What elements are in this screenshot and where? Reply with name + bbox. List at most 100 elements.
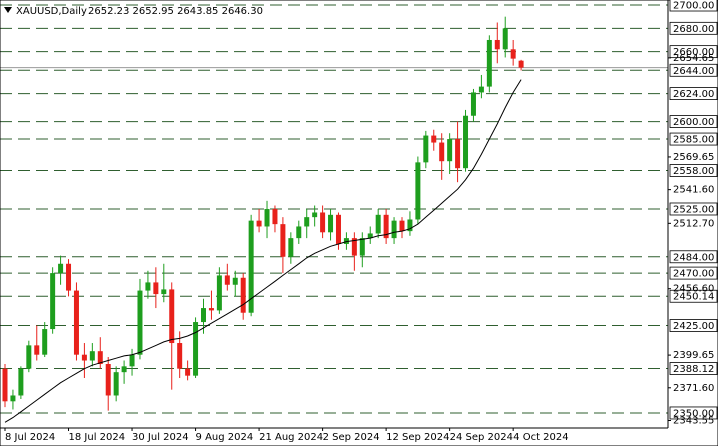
candle-body <box>510 49 516 59</box>
level-label-box <box>669 406 718 420</box>
candle-body <box>105 364 111 396</box>
candle-body <box>193 322 199 376</box>
candle-body <box>73 290 79 355</box>
level-label-box <box>669 87 718 100</box>
candle-body <box>486 39 492 87</box>
candle-body <box>463 115 469 169</box>
level-label-box <box>669 362 718 375</box>
candle-body <box>26 345 32 369</box>
candle-body <box>81 354 87 361</box>
level-label: 2388.12 <box>673 364 714 375</box>
level-label: 2558.00 <box>673 166 714 177</box>
level-label: 2660.00 <box>673 47 714 58</box>
level-label-box <box>669 115 718 128</box>
candle-body <box>439 142 445 162</box>
level-label: 2700.00 <box>673 1 714 12</box>
x-tick-label: 24 Sep 2024 <box>450 432 513 443</box>
candle-body <box>224 275 230 285</box>
candle-body <box>407 219 413 232</box>
level-label: 2644.00 <box>673 66 714 77</box>
candle-body <box>10 395 16 402</box>
level-label-box <box>669 0 718 12</box>
level-label-box <box>669 250 718 264</box>
candle-body <box>161 289 167 295</box>
candle-body <box>97 351 103 365</box>
y-tick-label: 2456.60 <box>673 284 714 295</box>
candle-body <box>272 208 278 225</box>
y-tick-label: 2569.65 <box>673 152 714 163</box>
candle-body <box>335 214 341 244</box>
candle-body <box>58 263 64 274</box>
level-label: 2585.00 <box>673 135 714 146</box>
level-label: 2680.00 <box>673 24 714 35</box>
candle-body <box>2 368 8 402</box>
candle-body <box>169 289 175 344</box>
level-label-box <box>669 289 718 303</box>
symbol-icon <box>4 7 12 13</box>
candle-body <box>351 238 357 256</box>
candle-body <box>34 345 40 355</box>
candle-body <box>367 233 373 239</box>
candle-body <box>312 212 318 218</box>
candle-body <box>201 308 206 323</box>
candle-body <box>494 39 500 50</box>
level-label: 2425.00 <box>673 321 714 332</box>
x-tick-label: 8 Jul 2024 <box>5 432 55 443</box>
y-tick-label: 2654.65 <box>673 53 714 64</box>
candle-body <box>359 238 365 256</box>
candle-body <box>256 220 262 227</box>
candle-body <box>153 282 159 295</box>
candle-body <box>240 277 246 313</box>
x-tick-label: 30 Jul 2024 <box>132 432 189 443</box>
plot-area <box>0 4 668 423</box>
candle-body <box>145 282 151 291</box>
level-label: 2484.00 <box>673 252 714 263</box>
candle-body <box>288 238 294 257</box>
x-tick-label: 12 Sep 2024 <box>386 432 449 443</box>
candle-body <box>455 139 461 169</box>
level-label-box <box>669 21 718 35</box>
candle-body <box>42 329 48 355</box>
candle-body <box>50 273 56 330</box>
candle-body <box>66 263 72 291</box>
chart-title: XAUUSD,Daily <box>16 6 87 17</box>
candle-body <box>478 86 484 93</box>
candle-body <box>343 238 349 244</box>
level-label-box <box>669 164 718 177</box>
candle-body <box>431 135 437 143</box>
candle-body <box>447 139 453 162</box>
candle-body <box>383 214 389 239</box>
y-tick-label: 2343.55 <box>673 415 714 426</box>
level-label: 2600.00 <box>673 117 714 128</box>
y-tick-label: 2512.70 <box>673 218 714 229</box>
x-tick-label: 21 Aug 2024 <box>259 432 323 443</box>
candle-body <box>375 214 381 234</box>
candle-body <box>391 220 397 239</box>
level-label: 2525.00 <box>673 204 714 215</box>
candle-body <box>177 343 183 369</box>
level-label-box <box>669 63 718 77</box>
level-label: 2350.00 <box>673 408 714 419</box>
candle-body <box>320 212 326 233</box>
candle-body <box>18 368 24 396</box>
y-tick-label: 2541.60 <box>673 185 714 196</box>
level-label: 2470.00 <box>673 269 714 280</box>
candle-body <box>264 208 270 227</box>
candle-body <box>208 308 214 311</box>
candle-body <box>129 354 135 367</box>
candle-body <box>328 214 334 233</box>
level-label-box <box>669 266 718 280</box>
candle-body <box>232 277 238 285</box>
candle-body <box>415 162 421 220</box>
level-label-box <box>669 319 718 332</box>
candle-body <box>121 366 127 373</box>
candle-body <box>137 290 143 355</box>
candle-body <box>304 217 310 227</box>
candle-body <box>113 372 119 396</box>
x-tick-label: 4 Oct 2024 <box>513 432 568 443</box>
ohlc-readout: 2652.23 2652.95 2643.85 2646.30 <box>88 6 263 17</box>
candle-body <box>248 220 254 313</box>
candle-body <box>296 226 302 239</box>
